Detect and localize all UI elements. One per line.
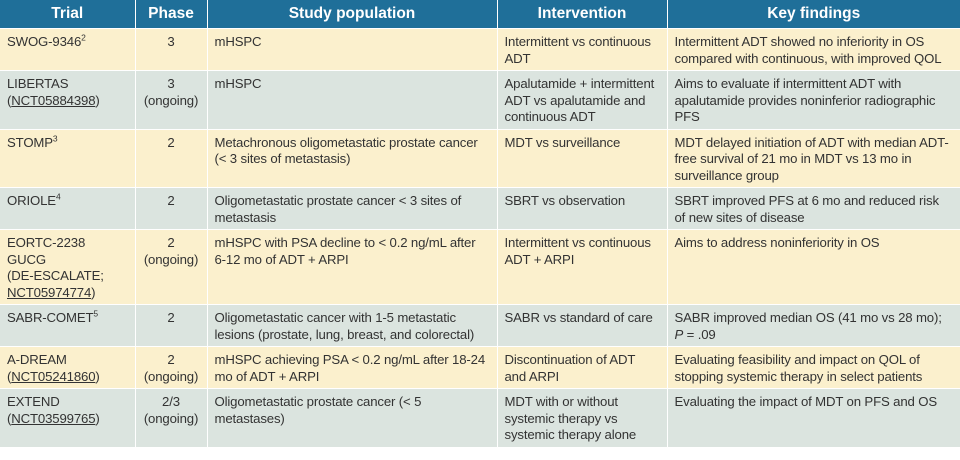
trial-name: ORIOLE: [7, 193, 56, 208]
table-row: ORIOLE4 2 Oligometastatic prostate cance…: [0, 187, 960, 230]
trial-cell: EORTC-2238 GUCG (DE-ESCALATE; NCT05974774): [0, 229, 136, 305]
findings-cell: Intermittent ADT showed no inferiority i…: [667, 28, 960, 71]
intervention-cell: Intermittent vs continuous ADT: [497, 28, 668, 71]
population-cell: mHSPC achieving PSA < 0.2 ng/mL after 18…: [207, 346, 498, 389]
findings-cell: MDT delayed initiation of ADT with media…: [667, 129, 960, 188]
header-key-findings: Key findings: [667, 0, 960, 29]
findings-cell: Evaluating the impact of MDT on PFS and …: [667, 388, 960, 448]
findings-cell: Evaluating feasibility and impact on QOL…: [667, 346, 960, 389]
population-cell: mHSPC: [207, 28, 498, 71]
table-row: STOMP3 2 Metachronous oligometastatic pr…: [0, 129, 960, 188]
trial-name: STOMP: [7, 134, 53, 150]
phase-cell: 2 (ongoing): [135, 229, 208, 305]
phase-cell: 2/3 (ongoing): [135, 388, 208, 448]
population-cell: mHSPC with PSA decline to < 0.2 ng/mL af…: [207, 229, 498, 305]
intervention-cell: Apalutamide + intermittent ADT vs apalut…: [497, 70, 668, 130]
reference-superscript: 4: [55, 191, 61, 202]
phase-cell: 3 (ongoing): [135, 70, 208, 130]
phase-cell: 2: [135, 129, 208, 188]
registry-link[interactable]: NCT05884398: [11, 92, 96, 108]
phase-status: (ongoing): [143, 410, 199, 426]
findings-cell: Aims to evaluate if intermittent ADT wit…: [667, 70, 960, 130]
table-row: EORTC-2238 GUCG (DE-ESCALATE; NCT05974774)…: [0, 229, 960, 305]
table-row: A-DREAM (NCT05241860) 2 (ongoing) mHSPC ac…: [0, 346, 960, 389]
intervention-cell: MDT with or without systemic therapy vs …: [497, 388, 668, 448]
phase-cell: 3: [135, 28, 208, 71]
phase-status: (ongoing): [143, 92, 199, 108]
trial-cell: ORIOLE4: [0, 187, 136, 230]
clinical-trials-table: Trial Phase Study population Interventio…: [0, 0, 960, 448]
phase-value: 3: [167, 34, 175, 49]
registry-link[interactable]: NCT05974774: [7, 284, 92, 300]
trial-name: A-DREAM: [7, 352, 67, 367]
population-cell: Metachronous oligometastatic prostate ca…: [207, 129, 498, 188]
trial-cell: SABR-COMET5: [0, 304, 136, 347]
header-study-population: Study population: [207, 0, 498, 29]
phase-cell: 2 (ongoing): [135, 346, 208, 389]
population-cell: Oligometastatic prostate cancer < 3 site…: [207, 187, 498, 230]
population-cell: Oligometastatic cancer with 1-5 metastat…: [207, 304, 498, 347]
intervention-cell: Intermittent vs continuous ADT + ARPI: [497, 229, 668, 305]
intervention-cell: MDT vs surveillance: [497, 129, 668, 188]
phase-value: 2: [167, 310, 175, 325]
phase-value: 2: [167, 235, 175, 250]
header-intervention: Intervention: [497, 0, 668, 29]
phase-value: 2/3: [162, 394, 180, 409]
intervention-cell: SBRT vs observation: [497, 187, 668, 230]
registry-link[interactable]: NCT05241860: [11, 368, 96, 384]
trial-name: SWOG-9346: [7, 34, 82, 49]
header-trial: Trial: [0, 0, 136, 29]
reference-superscript: 3: [52, 133, 58, 144]
population-cell: mHSPC: [207, 70, 498, 130]
findings-cell: SABR improved median OS (41 mo vs 28 mo)…: [667, 304, 960, 347]
population-cell: Oligometastatic prostate cancer (< 5 met…: [207, 388, 498, 448]
trial-name: EORTC-2238 GUCG: [7, 235, 86, 267]
table-row: LIBERTAS (NCT05884398) 3 (ongoing) mHSPC A…: [0, 70, 960, 130]
trial-cell: STOMP3: [0, 129, 136, 188]
p-value-label: P: [674, 326, 684, 342]
registry-link[interactable]: NCT03599765: [11, 410, 96, 426]
findings-text: SABR improved median OS (41 mo vs 28 mo)…: [674, 310, 942, 325]
phase-value: 2: [167, 352, 175, 367]
phase-status: (ongoing): [143, 368, 199, 384]
trial-cell: A-DREAM (NCT05241860): [0, 346, 136, 389]
findings-cell: Aims to address noninferiority in OS: [667, 229, 960, 305]
table-row: EXTEND (NCT03599765) 2/3 (ongoing) Oligome…: [0, 388, 960, 448]
phase-cell: 2: [135, 304, 208, 347]
trial-name: LIBERTAS: [7, 76, 69, 91]
phase-status: (ongoing): [143, 251, 199, 267]
table-row: SABR-COMET5 2 Oligometastatic cancer wit…: [0, 304, 960, 347]
trial-alias: (DE-ESCALATE;: [7, 268, 104, 283]
reference-superscript: 2: [81, 32, 86, 43]
trial-name: SABR-COMET: [7, 310, 94, 325]
phase-value: 2: [167, 193, 175, 208]
table-row: SWOG-93462 3 mHSPC Intermittent vs conti…: [0, 28, 960, 71]
reference-superscript: 5: [93, 308, 98, 319]
trial-cell: SWOG-93462: [0, 28, 136, 71]
intervention-cell: SABR vs standard of care: [497, 304, 668, 347]
p-value: = .09: [683, 326, 716, 342]
trial-name: EXTEND: [7, 394, 60, 409]
phase-value: 2: [167, 134, 175, 150]
trial-cell: LIBERTAS (NCT05884398): [0, 70, 136, 130]
intervention-cell: Discontinuation of ADT and ARPI: [497, 346, 668, 389]
trial-cell: EXTEND (NCT03599765): [0, 388, 136, 448]
findings-cell: SBRT improved PFS at 6 mo and reduced ri…: [667, 187, 960, 230]
phase-cell: 2: [135, 187, 208, 230]
table-header-row: Trial Phase Study population Interventio…: [0, 0, 960, 29]
header-phase: Phase: [135, 0, 208, 29]
phase-value: 3: [167, 76, 175, 91]
